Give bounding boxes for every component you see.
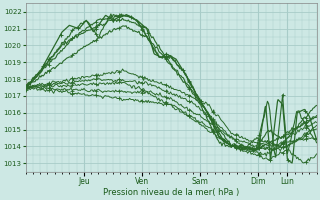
- X-axis label: Pression niveau de la mer( hPa ): Pression niveau de la mer( hPa ): [103, 188, 239, 197]
